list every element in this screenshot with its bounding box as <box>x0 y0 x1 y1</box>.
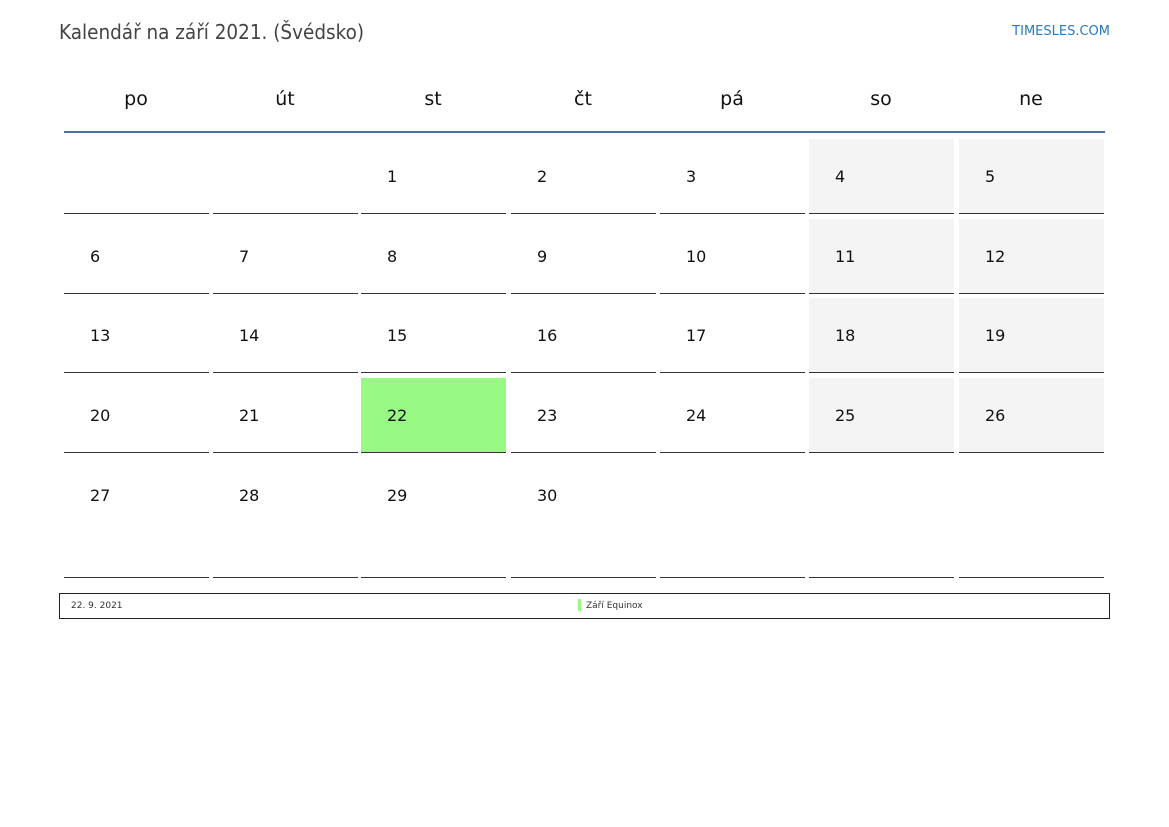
day-number: 26 <box>985 406 1006 425</box>
day-cell[interactable]: 25 <box>809 378 954 453</box>
day-cell[interactable]: 6 <box>64 219 209 294</box>
day-cell[interactable]: 26 <box>959 378 1104 453</box>
day-cell <box>64 139 209 214</box>
day-cell[interactable]: 14 <box>213 298 358 373</box>
holiday-color-marker <box>578 599 581 611</box>
day-number: 16 <box>537 326 558 345</box>
day-number: 1 <box>387 167 398 186</box>
day-number: 6 <box>90 247 101 266</box>
day-cell <box>809 458 954 578</box>
day-cell[interactable]: 16 <box>511 298 656 373</box>
day-cell <box>213 139 358 214</box>
day-cell[interactable]: 1 <box>361 139 506 214</box>
weekday-header: pá <box>720 88 744 110</box>
day-cell <box>959 458 1104 578</box>
day-cell[interactable]: 29 <box>361 458 506 578</box>
day-cell[interactable]: 17 <box>660 298 805 373</box>
day-cell[interactable]: 18 <box>809 298 954 373</box>
day-number: 21 <box>239 406 260 425</box>
day-cell[interactable]: 9 <box>511 219 656 294</box>
holiday-legend: 22. 9. 2021 Září Equinox <box>59 593 1110 619</box>
weekday-header: út <box>275 88 295 110</box>
day-number: 12 <box>985 247 1006 266</box>
day-number: 29 <box>387 486 408 505</box>
day-cell[interactable]: 13 <box>64 298 209 373</box>
day-cell[interactable]: 2 <box>511 139 656 214</box>
day-number: 23 <box>537 406 558 425</box>
page-title: Kalendář na září 2021. (Švédsko) <box>59 20 365 44</box>
day-number: 24 <box>686 406 707 425</box>
header-divider <box>64 131 1105 133</box>
day-number: 27 <box>90 486 111 505</box>
day-number: 8 <box>387 247 398 266</box>
day-number: 5 <box>985 167 996 186</box>
holiday-date: 22. 9. 2021 <box>71 601 123 611</box>
day-number: 18 <box>835 326 856 345</box>
day-cell[interactable]: 4 <box>809 139 954 214</box>
day-number: 30 <box>537 486 558 505</box>
day-number: 9 <box>537 247 548 266</box>
day-number: 15 <box>387 326 408 345</box>
day-number: 10 <box>686 247 707 266</box>
day-cell[interactable]: 23 <box>511 378 656 453</box>
day-cell[interactable]: 15 <box>361 298 506 373</box>
holiday-name: Září Equinox <box>586 601 643 611</box>
day-cell[interactable]: 5 <box>959 139 1104 214</box>
day-cell[interactable]: 8 <box>361 219 506 294</box>
day-cell[interactable]: 28 <box>213 458 358 578</box>
site-link[interactable]: TIMESLES.COM <box>1012 24 1110 39</box>
day-number: 2 <box>537 167 548 186</box>
day-number: 28 <box>239 486 260 505</box>
weekday-header: st <box>424 88 442 110</box>
day-cell[interactable]: 30 <box>511 458 656 578</box>
day-number: 7 <box>239 247 250 266</box>
day-cell[interactable]: 27 <box>64 458 209 578</box>
day-number: 13 <box>90 326 111 345</box>
weekday-header: ne <box>1019 88 1043 110</box>
weekday-header: čt <box>574 88 592 110</box>
day-number: 4 <box>835 167 846 186</box>
day-cell <box>660 458 805 578</box>
day-number: 11 <box>835 247 856 266</box>
day-number: 19 <box>985 326 1006 345</box>
day-cell[interactable]: 24 <box>660 378 805 453</box>
day-number: 14 <box>239 326 260 345</box>
day-number: 22 <box>387 406 408 425</box>
day-cell[interactable]: 3 <box>660 139 805 214</box>
weekday-header: po <box>124 88 148 110</box>
day-cell[interactable]: 7 <box>213 219 358 294</box>
day-number: 25 <box>835 406 856 425</box>
day-cell[interactable]: 21 <box>213 378 358 453</box>
day-number: 3 <box>686 167 697 186</box>
weekday-header: so <box>870 88 892 110</box>
day-cell[interactable]: 10 <box>660 219 805 294</box>
day-cell[interactable]: 22 <box>361 378 506 453</box>
day-cell[interactable]: 19 <box>959 298 1104 373</box>
day-cell[interactable]: 12 <box>959 219 1104 294</box>
day-number: 17 <box>686 326 707 345</box>
day-cell[interactable]: 20 <box>64 378 209 453</box>
day-cell[interactable]: 11 <box>809 219 954 294</box>
day-number: 20 <box>90 406 111 425</box>
